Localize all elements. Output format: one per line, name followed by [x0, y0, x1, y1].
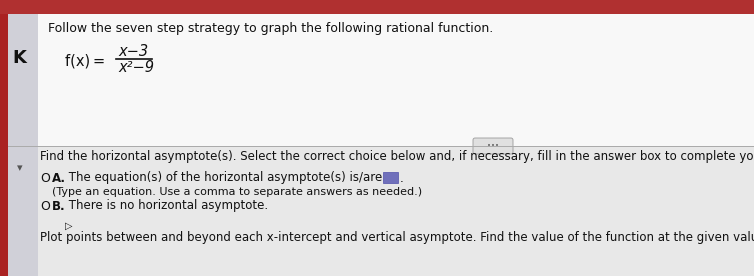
Text: x²−9: x²−9 — [118, 60, 154, 76]
Text: ▾: ▾ — [17, 163, 23, 173]
Text: The equation(s) of the horizontal asymptote(s) is/are: The equation(s) of the horizontal asympt… — [65, 171, 382, 184]
Text: There is no horizontal asymptote.: There is no horizontal asymptote. — [65, 200, 268, 213]
Text: x−3: x−3 — [118, 44, 148, 60]
FancyBboxPatch shape — [8, 146, 754, 276]
Text: A.: A. — [52, 171, 66, 184]
Text: Plot points between and beyond each x-intercept and vertical asymptote. Find the: Plot points between and beyond each x-in… — [40, 232, 754, 245]
Text: Follow the seven step strategy to graph the following rational function.: Follow the seven step strategy to graph … — [48, 22, 493, 35]
Text: O: O — [40, 171, 50, 184]
Text: f(x) =: f(x) = — [65, 54, 105, 68]
FancyBboxPatch shape — [0, 14, 754, 276]
FancyBboxPatch shape — [0, 0, 754, 16]
Text: •••: ••• — [487, 143, 499, 149]
FancyBboxPatch shape — [8, 14, 754, 146]
Text: K: K — [12, 49, 26, 67]
Text: .: . — [400, 171, 403, 184]
FancyBboxPatch shape — [0, 14, 8, 276]
Text: O: O — [40, 200, 50, 213]
FancyBboxPatch shape — [473, 138, 513, 154]
Text: (Type an equation. Use a comma to separate answers as needed.): (Type an equation. Use a comma to separa… — [52, 187, 422, 197]
FancyBboxPatch shape — [383, 172, 398, 183]
Text: B.: B. — [52, 200, 66, 213]
Text: Find the horizontal asymptote(s). Select the correct choice below and, if necess: Find the horizontal asymptote(s). Select… — [40, 150, 754, 163]
Text: ▷: ▷ — [65, 221, 72, 231]
FancyBboxPatch shape — [8, 14, 38, 276]
